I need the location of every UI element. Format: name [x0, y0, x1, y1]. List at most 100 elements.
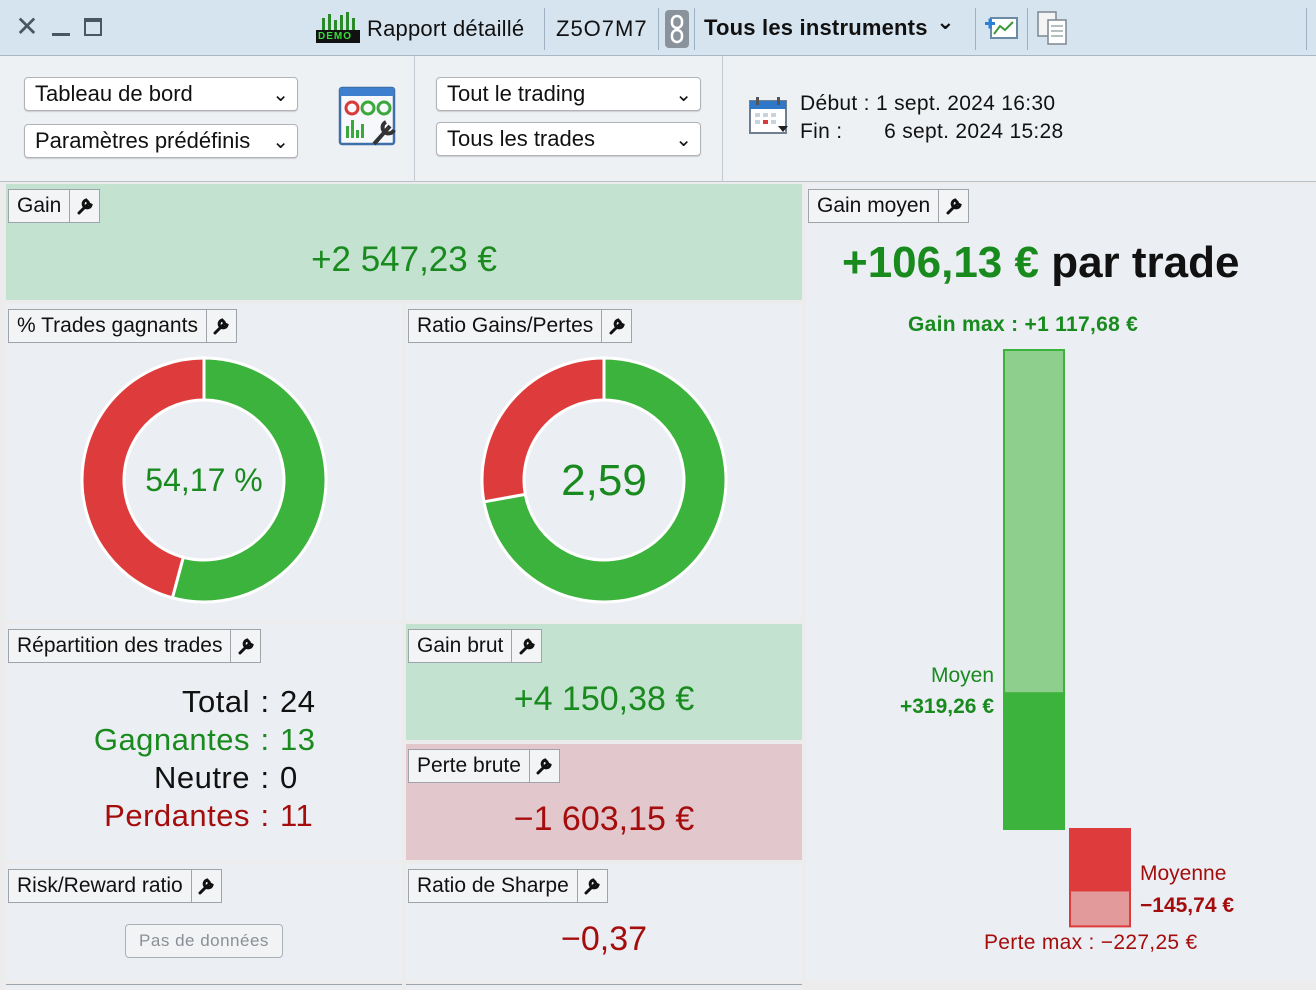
- avg-gain-tab: Gain moyen: [808, 189, 970, 223]
- wrench-icon[interactable]: [576, 870, 607, 902]
- risk-reward-tab: Risk/Reward ratio: [8, 869, 222, 903]
- avg-win-bar: [1004, 692, 1064, 829]
- distribution-row-value: 13: [280, 722, 316, 757]
- report-title: Rapport détaillé: [367, 16, 525, 41]
- minimize-icon[interactable]: [48, 14, 74, 40]
- add-chart-icon[interactable]: [985, 14, 1019, 42]
- distribution-row: Total:24: [6, 684, 402, 722]
- avg-win-value: +319,26 €: [899, 695, 994, 718]
- avg-gain-headline: +106,13 € par trade: [842, 238, 1240, 288]
- chevron-down-icon: ⌄: [675, 129, 692, 151]
- gain-loss-chart: [1003, 349, 1131, 928]
- gain-panel: Gain +2 547,23 €: [6, 184, 802, 300]
- end-date-row: Fin : 6 sept. 2024 15:28: [800, 120, 1064, 144]
- gross-loss-tab: Perte brute: [408, 749, 560, 783]
- distribution-row-label: Total: [182, 684, 250, 719]
- avg-loss-bar: [1070, 829, 1130, 892]
- close-icon[interactable]: ✕: [15, 11, 39, 42]
- ratio-panel: Ratio Gains/Pertes 2,59: [406, 304, 802, 620]
- avg-loss-label: Moyenne: [1140, 862, 1227, 885]
- distribution-row-label: Perdantes: [104, 798, 250, 833]
- demo-chart-icon: DEMO: [316, 12, 360, 44]
- avg-loss-value: −145,74 €: [1140, 894, 1235, 917]
- calendar-icon[interactable]: [748, 96, 790, 136]
- trades-select[interactable]: Tous les trades ⌄: [436, 122, 701, 156]
- ratio-win-slice: [482, 356, 728, 604]
- wrench-icon[interactable]: [230, 630, 260, 662]
- wrench-icon[interactable]: [601, 310, 631, 342]
- avg-win-label: Moyen: [930, 664, 994, 687]
- gain-value: +2 547,23 €: [311, 240, 497, 279]
- chevron-down-icon: ⌄: [272, 131, 289, 153]
- start-date-row: Début : 1 sept. 2024 16:30: [800, 92, 1055, 116]
- instruments-label: Tous les instruments: [704, 15, 928, 40]
- win-rate-value: 54,17 %: [145, 462, 263, 498]
- risk-reward-title: Risk/Reward ratio: [17, 874, 183, 897]
- distribution-row-label: Gagnantes: [93, 722, 250, 757]
- gross-gain-value: +4 150,38 €: [513, 680, 695, 718]
- distribution-row-value: 0: [280, 760, 298, 795]
- trades-select-value: Tous les trades: [447, 126, 595, 151]
- max-gain-label: Gain max : +1 117,68 €: [908, 313, 1139, 336]
- ratio-value: 2,59: [561, 456, 647, 505]
- distribution-row-label: Neutre: [153, 760, 250, 795]
- demo-badge: DEMO: [318, 31, 352, 42]
- distribution-tab: Répartition des trades: [8, 629, 262, 663]
- win-rate-panel: % Trades gagnants 54,17 %: [6, 304, 402, 620]
- sharpe-panel: Ratio de Sharpe −0,37: [406, 864, 802, 980]
- gross-gain-panel: Gain brut +4 150,38 €: [406, 624, 802, 740]
- document-copy-icon[interactable]: [1036, 10, 1070, 46]
- risk-reward-panel: Risk/Reward ratio Pas de données: [6, 864, 402, 980]
- gain-tab: Gain: [8, 189, 101, 223]
- distribution-panel: Répartition des trades Total:24 Gagnantes…: [6, 624, 402, 860]
- preset-select[interactable]: Paramètres prédéfinis ⌄: [24, 124, 298, 158]
- distribution-row-value: 11: [280, 798, 314, 833]
- sharpe-tab: Ratio de Sharpe: [408, 869, 608, 903]
- link-icon[interactable]: [665, 10, 689, 48]
- max-loss-label: Perte max : −227,25 €: [984, 931, 1198, 954]
- distribution-row-sep: :: [260, 684, 270, 719]
- wrench-icon[interactable]: [528, 750, 559, 782]
- avg-gain-title: Gain moyen: [817, 194, 931, 217]
- gain-title: Gain: [17, 194, 62, 217]
- wrench-icon[interactable]: [205, 310, 236, 342]
- avg-gain-panel: Gain moyen +106,13 € par trade Gain max …: [806, 184, 1316, 980]
- wrench-icon[interactable]: [511, 630, 541, 662]
- no-data-button: Pas de données: [125, 924, 283, 958]
- distribution-row: Neutre:0: [6, 760, 402, 798]
- start-value: 1 sept. 2024 16:30: [875, 92, 1056, 115]
- instruments-dropdown[interactable]: Tous les instruments ⌄: [704, 9, 955, 41]
- ratio-tab: Ratio Gains/Pertes: [408, 309, 633, 343]
- chevron-down-icon: ⌄: [272, 84, 289, 106]
- win-rate-tab: % Trades gagnants: [8, 309, 237, 343]
- win-rate-win-slice: [170, 356, 328, 604]
- chevron-down-icon: ⌄: [936, 9, 955, 34]
- ratio-title: Ratio Gains/Pertes: [417, 314, 594, 337]
- wrench-icon[interactable]: [69, 190, 99, 222]
- distribution-row-value: 24: [280, 684, 316, 719]
- report-toolbar: Tableau de bord ⌄ Paramètres prédéfinis …: [0, 56, 1316, 182]
- maximize-icon[interactable]: [80, 14, 106, 40]
- gross-loss-panel: Perte brute −1 603,15 €: [406, 744, 802, 860]
- dashboard-settings-icon[interactable]: [338, 86, 400, 148]
- distribution-row: Perdantes:11: [6, 798, 402, 836]
- end-label: Fin :: [800, 120, 843, 143]
- distribution-row: Gagnantes:13: [6, 722, 402, 760]
- ratio-loss-slice: [480, 356, 606, 504]
- trading-select[interactable]: Tout le trading ⌄: [436, 77, 701, 111]
- end-value: 6 sept. 2024 15:28: [884, 120, 1064, 143]
- wrench-icon[interactable]: [190, 870, 221, 902]
- avg-gain-suffix: par trade: [1051, 238, 1240, 287]
- distribution-title: Répartition des trades: [17, 634, 223, 657]
- next-panel-edge: [6, 984, 402, 990]
- start-label: Début :: [800, 92, 870, 115]
- sharpe-value: −0,37: [560, 920, 648, 958]
- wrench-icon[interactable]: [938, 190, 968, 222]
- distribution-rows: Total:24 Gagnantes:13 Neutre:0 Perdantes:11: [6, 684, 402, 836]
- ratio-donut: [480, 356, 728, 604]
- trading-select-value: Tout le trading: [447, 81, 586, 106]
- distribution-row-sep: :: [260, 760, 270, 795]
- win-rate-donut: [80, 356, 328, 604]
- gross-gain-tab: Gain brut: [408, 629, 543, 663]
- view-select[interactable]: Tableau de bord ⌄: [24, 77, 298, 111]
